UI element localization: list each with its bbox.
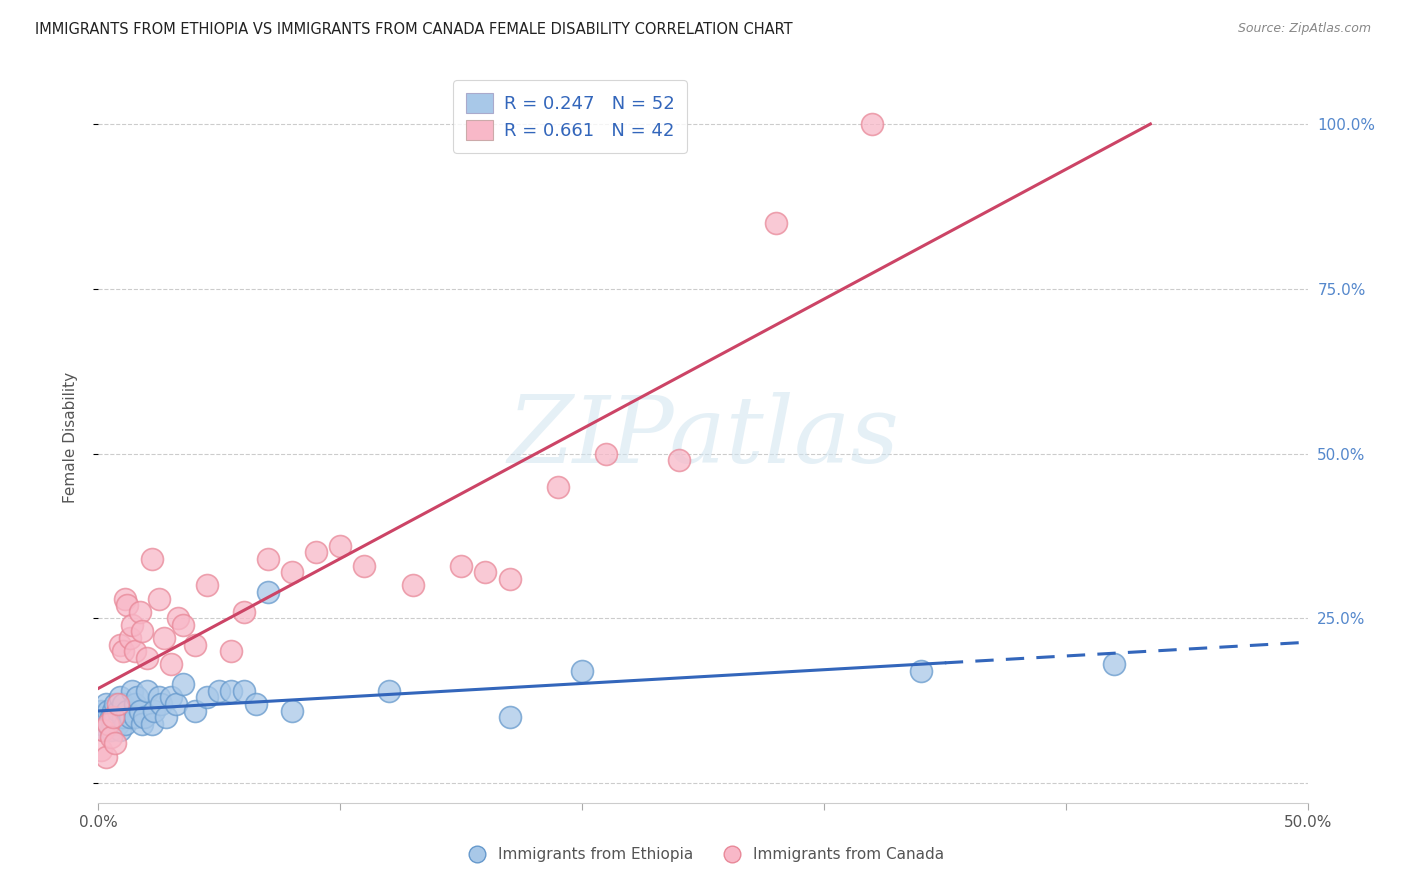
Point: [402, 578, 425, 592]
Point: [107, 716, 129, 731]
Point: [668, 453, 690, 467]
Point: [128, 605, 150, 619]
Point: [104, 697, 127, 711]
Point: [474, 565, 496, 579]
Point: [124, 710, 146, 724]
Point: [141, 716, 163, 731]
Point: [232, 683, 254, 698]
Point: [160, 657, 183, 672]
Point: [141, 552, 163, 566]
Point: [167, 611, 190, 625]
Point: [111, 697, 134, 711]
Point: [195, 690, 218, 705]
Point: [101, 716, 124, 731]
Point: [221, 683, 243, 698]
Point: [117, 704, 139, 718]
Point: [127, 690, 149, 705]
Point: [165, 697, 187, 711]
Point: [118, 710, 141, 724]
Point: [221, 644, 243, 658]
Y-axis label: Female Disability: Female Disability: [63, 371, 77, 503]
Point: [97, 716, 120, 731]
Point: [160, 690, 183, 705]
Point: [91, 710, 114, 724]
Point: [135, 650, 157, 665]
Point: [104, 710, 127, 724]
Point: [232, 605, 254, 619]
Point: [305, 545, 328, 559]
Point: [498, 572, 520, 586]
Point: [101, 704, 124, 718]
Point: [148, 690, 170, 705]
Point: [128, 704, 150, 718]
Point: [184, 704, 207, 718]
Point: [90, 716, 112, 731]
Point: [245, 697, 267, 711]
Point: [100, 723, 122, 738]
Point: [172, 618, 194, 632]
Point: [111, 644, 134, 658]
Point: [1102, 657, 1125, 672]
Point: [94, 710, 117, 724]
Point: [111, 710, 134, 724]
Point: [108, 638, 131, 652]
Point: [860, 117, 883, 131]
Point: [547, 479, 569, 493]
Point: [281, 704, 304, 718]
Point: [498, 710, 520, 724]
Point: [101, 710, 124, 724]
Point: [450, 558, 472, 573]
Point: [121, 618, 143, 632]
Point: [155, 710, 177, 724]
Point: [377, 683, 399, 698]
Point: [910, 664, 932, 678]
Point: [107, 697, 129, 711]
Point: [152, 631, 174, 645]
Point: [148, 591, 170, 606]
Point: [135, 683, 157, 698]
Point: [97, 716, 120, 731]
Text: Source: ZipAtlas.com: Source: ZipAtlas.com: [1237, 22, 1371, 36]
Point: [94, 749, 117, 764]
Point: [184, 638, 207, 652]
Point: [124, 644, 146, 658]
Point: [100, 730, 122, 744]
Point: [107, 704, 129, 718]
Point: [329, 539, 352, 553]
Point: [118, 631, 141, 645]
Point: [150, 697, 173, 711]
Point: [121, 683, 143, 698]
Point: [208, 683, 231, 698]
Point: [117, 598, 139, 612]
Point: [172, 677, 194, 691]
Point: [91, 723, 114, 738]
Point: [281, 565, 304, 579]
Point: [143, 704, 166, 718]
Point: [114, 591, 136, 606]
Point: [256, 585, 278, 599]
Point: [114, 716, 136, 731]
Point: [104, 737, 127, 751]
Point: [91, 723, 114, 738]
Point: [90, 743, 112, 757]
Point: [353, 558, 375, 573]
Text: ZIPatlas: ZIPatlas: [508, 392, 898, 482]
Point: [108, 723, 131, 738]
Point: [765, 216, 787, 230]
Point: [100, 710, 122, 724]
Legend: Immigrants from Ethiopia, Immigrants from Canada: Immigrants from Ethiopia, Immigrants fro…: [456, 841, 950, 868]
Point: [94, 697, 117, 711]
Text: IMMIGRANTS FROM ETHIOPIA VS IMMIGRANTS FROM CANADA FEMALE DISABILITY CORRELATION: IMMIGRANTS FROM ETHIOPIA VS IMMIGRANTS F…: [35, 22, 793, 37]
Point: [124, 697, 146, 711]
Point: [90, 704, 112, 718]
Point: [134, 710, 156, 724]
Point: [571, 664, 593, 678]
Point: [256, 552, 278, 566]
Point: [97, 704, 120, 718]
Point: [131, 716, 153, 731]
Point: [595, 446, 617, 460]
Point: [131, 624, 153, 639]
Point: [195, 578, 218, 592]
Point: [108, 690, 131, 705]
